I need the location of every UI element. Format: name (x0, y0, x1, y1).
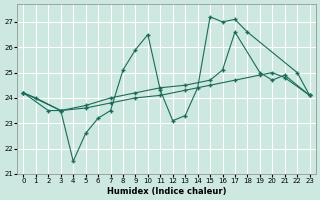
X-axis label: Humidex (Indice chaleur): Humidex (Indice chaleur) (107, 187, 226, 196)
